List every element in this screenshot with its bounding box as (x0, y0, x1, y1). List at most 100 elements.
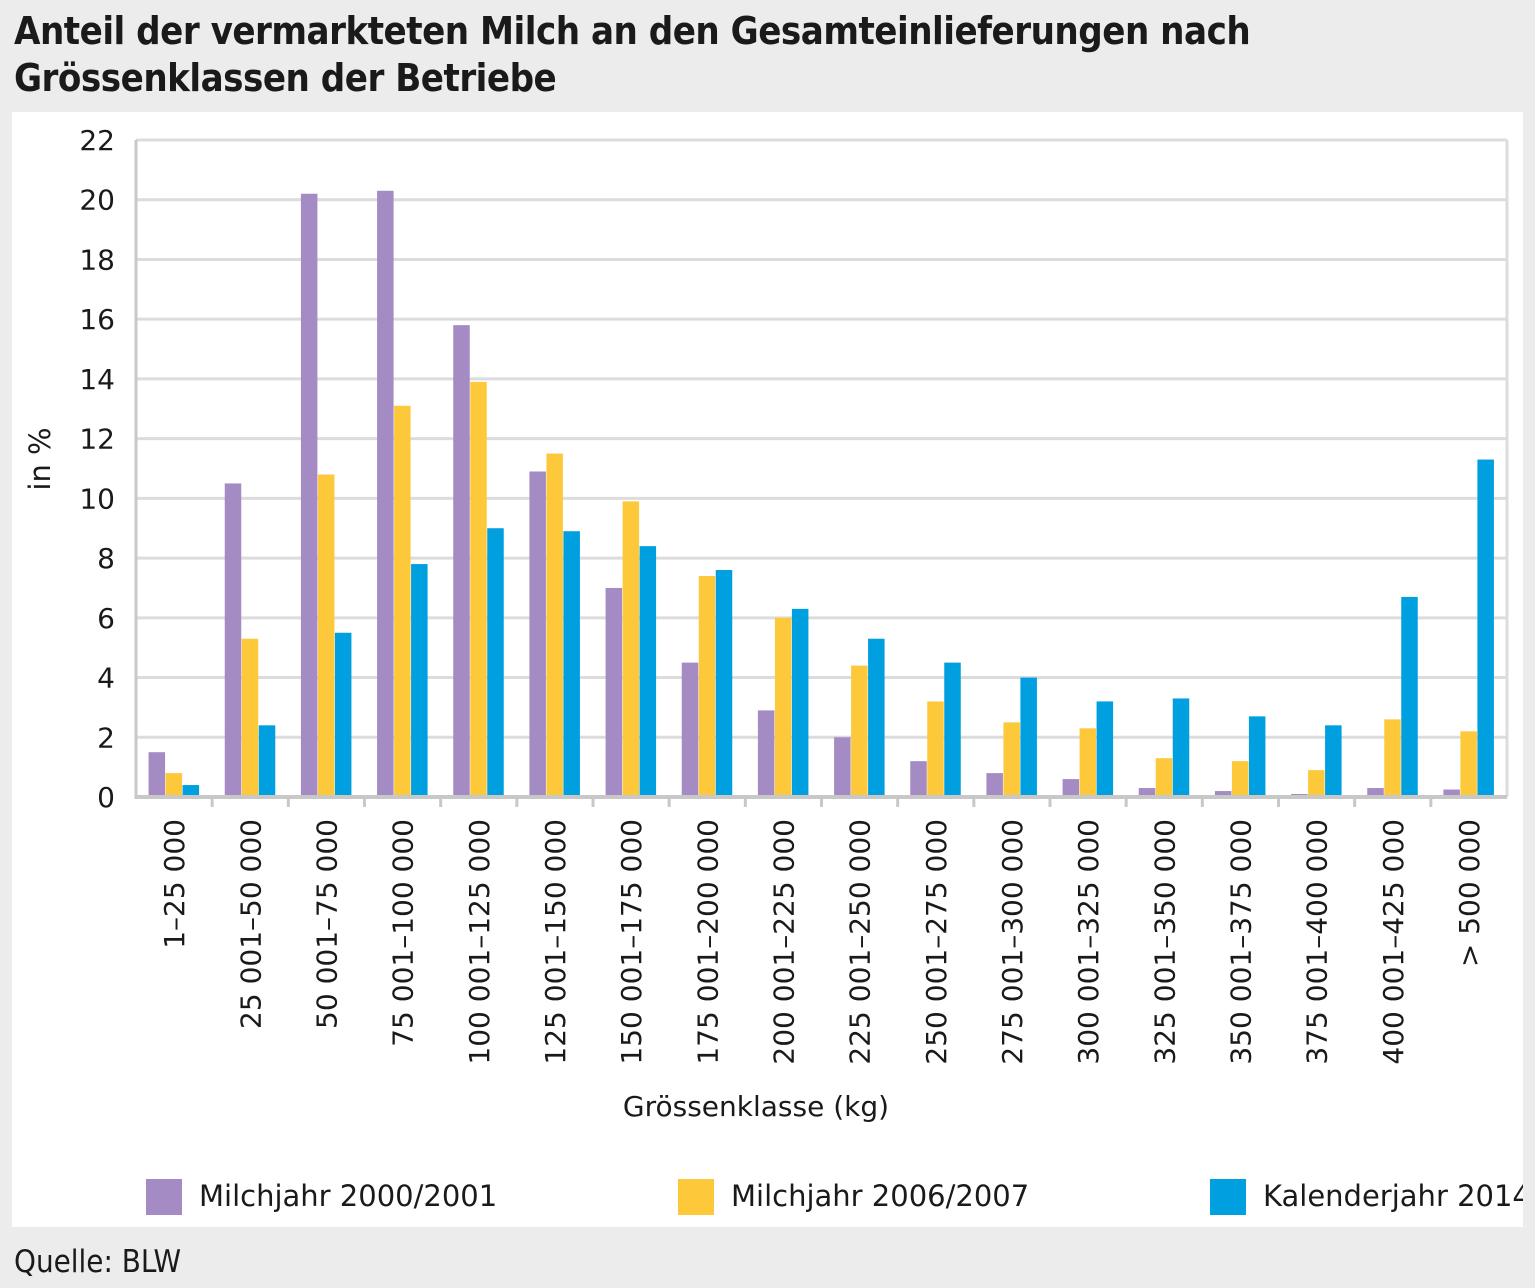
bar (317, 474, 335, 797)
bars (148, 190, 1494, 798)
y-tick-label: 20 (79, 184, 115, 217)
bar (1062, 779, 1080, 797)
y-tick-label: 18 (79, 243, 115, 276)
bar (1231, 761, 1249, 797)
bar (698, 576, 716, 797)
bar (639, 546, 657, 797)
bar (1308, 770, 1325, 797)
x-axis-label: Grössenklasse (kg) (623, 1090, 889, 1123)
y-tick-label: 4 (97, 662, 115, 695)
bar (563, 531, 580, 797)
bar (1214, 791, 1232, 797)
y-tick-label: 8 (97, 542, 115, 575)
y-tick-label: 16 (79, 303, 115, 336)
bar (1325, 725, 1342, 797)
x-tick-label: 125 001–150 000 (539, 819, 572, 1065)
bar (1384, 719, 1401, 797)
bar (1367, 788, 1384, 797)
bar (1172, 698, 1190, 797)
bar (1248, 716, 1266, 797)
bar (1020, 677, 1037, 797)
x-tick-label: 400 001–425 000 (1377, 819, 1410, 1065)
bar (546, 453, 563, 797)
x-tick-label: 25 001–50 000 (234, 819, 267, 1029)
bar (851, 665, 868, 797)
x-axis-ticks: 1–25 000 25 001–50 000 50 001–75 000 75 001… (158, 797, 1486, 1065)
bar (1003, 722, 1020, 797)
y-tick-label: 6 (97, 602, 115, 635)
x-tick-label: 100 001–125 000 (463, 819, 496, 1065)
bar (1460, 731, 1477, 797)
x-tick-label: 375 001–400 000 (1301, 819, 1334, 1065)
bar (774, 617, 792, 797)
x-tick-label: 225 001–250 000 (844, 819, 877, 1065)
y-tick-label: 0 (97, 781, 115, 814)
bar (1096, 701, 1114, 797)
legend-label: Kalenderjahr 2014 (1263, 1179, 1523, 1213)
x-tick-label: 200 001–225 000 (767, 819, 800, 1065)
bar (224, 483, 242, 797)
y-axis-label: in % (23, 427, 57, 490)
bar (1138, 788, 1156, 797)
bar (944, 662, 961, 797)
bar (470, 381, 487, 797)
x-tick-label: 1–25 000 (158, 819, 191, 949)
bar (757, 710, 775, 797)
legend-swatch (1210, 1179, 1246, 1215)
bar (868, 638, 885, 797)
axes (134, 140, 1509, 799)
legend-label: Milchjahr 2006/2007 (731, 1179, 1029, 1213)
bar (1401, 596, 1418, 797)
bar (148, 752, 166, 797)
bar (1477, 459, 1494, 797)
bar (377, 190, 394, 797)
bar (487, 528, 504, 797)
bar (334, 632, 352, 797)
bar (715, 570, 733, 797)
bar (1443, 789, 1460, 797)
x-tick-label: 150 001–175 000 (615, 819, 648, 1065)
bar (1155, 758, 1173, 797)
bar (453, 325, 470, 797)
bar (834, 737, 851, 797)
bar (182, 785, 200, 797)
x-tick-label: 325 001–350 000 (1148, 819, 1181, 1065)
chart-panel: 0 2 4 6 8 10 12 14 16 18 20 22 1–25 000 25 001–50 00… (12, 112, 1531, 1227)
bar (791, 608, 809, 797)
legend-swatch (146, 1179, 182, 1215)
y-tick-label: 10 (79, 482, 115, 515)
x-tick-label: > 500 000 (1453, 819, 1486, 967)
bar-chart: 0 2 4 6 8 10 12 14 16 18 20 22 1–25 000 25 001–50 00… (23, 124, 1531, 1215)
x-tick-label: 300 001–325 000 (1072, 819, 1105, 1065)
source-note: Quelle: BLW (14, 1244, 182, 1280)
y-tick-label: 22 (79, 124, 115, 157)
bar (529, 471, 546, 797)
bar (986, 773, 1003, 797)
legend-label: Milchjahr 2000/2001 (199, 1179, 497, 1213)
bar (241, 638, 259, 797)
bar (411, 564, 428, 797)
legend: Milchjahr 2000/2001 Milchjahr 2006/2007 Ka… (146, 1179, 1531, 1215)
bar (910, 761, 927, 797)
x-tick-label: 275 001–300 000 (996, 819, 1029, 1065)
y-axis-ticks: 0 2 4 6 8 10 12 14 16 18 20 22 (79, 124, 115, 814)
grid-lines (136, 138, 1507, 739)
x-tick-label: 250 001–275 000 (920, 819, 953, 1065)
x-tick-label: 350 001–375 000 (1224, 819, 1257, 1065)
x-tick-label: 50 001–75 000 (310, 819, 343, 1029)
bar (258, 725, 276, 797)
x-tick-label: 175 001–200 000 (691, 819, 724, 1065)
bar (927, 701, 944, 797)
bar (300, 193, 318, 798)
y-tick-label: 2 (97, 721, 115, 754)
y-tick-label: 12 (79, 423, 115, 456)
y-tick-label: 14 (79, 363, 115, 396)
x-tick-label: 75 001–100 000 (387, 819, 420, 1047)
bar (394, 405, 411, 797)
bar (681, 662, 699, 797)
legend-swatch (678, 1179, 714, 1215)
bar (1079, 728, 1097, 797)
bar (165, 773, 183, 797)
bar (605, 587, 623, 797)
bar (622, 501, 640, 797)
